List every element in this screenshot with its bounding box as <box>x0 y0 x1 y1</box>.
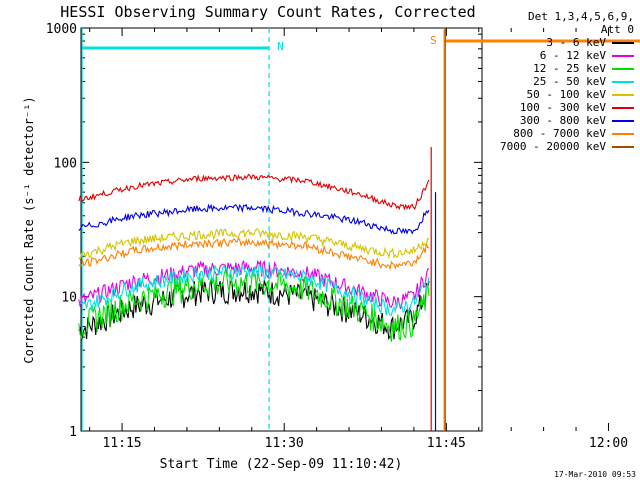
y-tick-label: 100 <box>54 156 77 171</box>
series-line-50-100-seg0 <box>78 228 430 261</box>
legend-label: 300 - 800 keV <box>519 114 606 127</box>
legend-item-3-6: 3 - 6 keV <box>500 36 640 49</box>
series-line-6-12-seg0 <box>78 259 430 310</box>
series-line-300-800-seg0 <box>78 203 430 235</box>
footer-date: 17-Mar-2010 09:53 <box>554 470 636 479</box>
series-line-25-50-seg0 <box>78 263 430 316</box>
x-axis-label: Start Time (22-Sep-09 11:10:42) <box>160 457 403 472</box>
legend-item-100-300: 100 - 300 keV <box>500 101 640 114</box>
legend-label: 100 - 300 keV <box>519 101 606 114</box>
x-tick-label: 11:15 <box>103 436 142 451</box>
legend-swatch <box>612 93 634 96</box>
legend-label: 800 - 7000 keV <box>513 127 606 140</box>
legend-swatch <box>612 67 634 70</box>
legend-label: 12 - 25 keV <box>533 62 606 75</box>
plot-frame <box>80 27 483 432</box>
plot-area: 110100100011:1511:3011:4512:0012:1512:30… <box>46 22 640 451</box>
legend-label: 7000 - 20000 keV <box>500 140 606 153</box>
legend-swatch <box>612 54 634 57</box>
legend-item-12-25: 12 - 25 keV <box>500 62 640 75</box>
legend-item-800-7000: 800 - 7000 keV <box>500 127 640 140</box>
legend-swatch <box>612 119 634 122</box>
chart-legend: Det 1,3,4,5,6,9, Att 0 3 - 6 keV 6 - 12 k… <box>500 10 640 153</box>
x-tick-label: 12:00 <box>589 436 628 451</box>
legend-swatch <box>612 145 634 148</box>
legend-label: 3 - 6 keV <box>546 36 606 49</box>
chart-title: HESSI Observing Summary Count Rates, Cor… <box>60 3 475 21</box>
legend-label: 25 - 50 keV <box>533 75 606 88</box>
series-line-800-7000-seg0 <box>78 237 430 271</box>
y-tick-label: 1 <box>69 425 77 440</box>
series-line-100-300-seg0 <box>78 173 430 211</box>
legend-item-25-50: 25 - 50 keV <box>500 75 640 88</box>
y-axis-label: Corrected Count Rate (s⁻¹ detector⁻¹) <box>22 96 36 363</box>
legend-swatch <box>612 41 634 44</box>
legend-header-line-1: Det 1,3,4,5,6,9, <box>528 10 634 23</box>
legend-item-300-800: 300 - 800 keV <box>500 114 640 127</box>
legend-item-50-100: 50 - 100 keV <box>500 88 640 101</box>
legend-swatch <box>612 106 634 109</box>
legend-item-6-12: 6 - 12 keV <box>500 49 640 62</box>
legend-item-7000-20000: 7000 - 20000 keV <box>500 140 640 153</box>
y-tick-label: 1000 <box>46 22 77 37</box>
saa-flag-label: S <box>430 34 437 47</box>
y-tick-label: 10 <box>61 291 77 306</box>
legend-swatch <box>612 80 634 83</box>
series-line-12-25-seg0 <box>78 268 430 342</box>
x-tick-label: 11:30 <box>265 436 304 451</box>
legend-label: 6 - 12 keV <box>539 49 606 62</box>
night-flag-label: N <box>277 40 284 53</box>
legend-label: 50 - 100 keV <box>526 88 606 101</box>
x-tick-label: 11:45 <box>427 436 466 451</box>
legend-swatch <box>612 132 634 135</box>
legend-header-line-2: Att 0 <box>600 23 634 36</box>
